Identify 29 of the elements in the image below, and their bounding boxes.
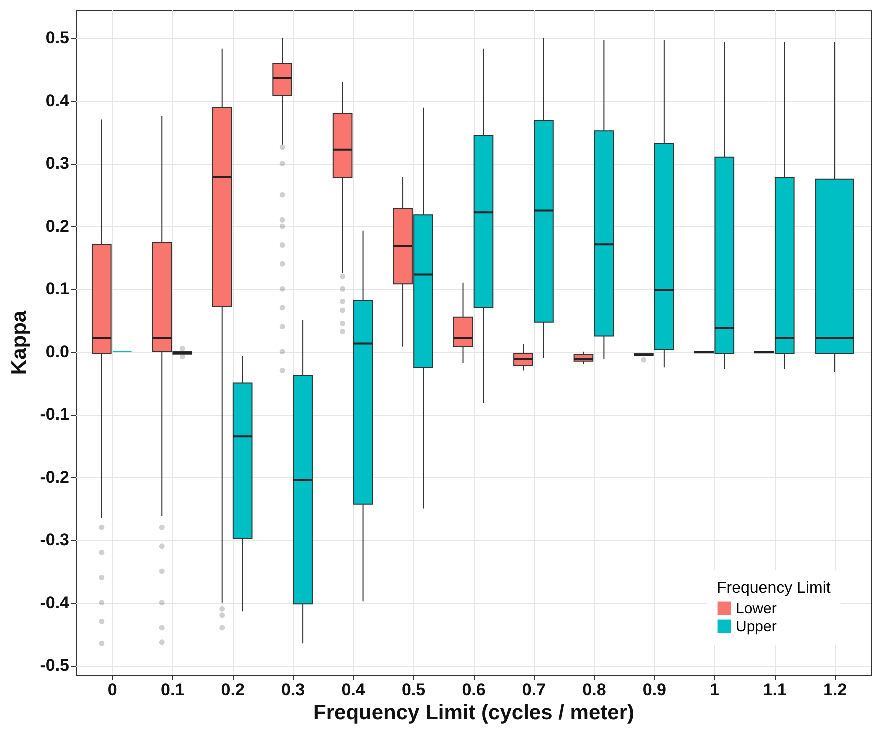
x-tick-label: 0.7 (522, 680, 546, 700)
x-tick-label: 1.2 (824, 680, 848, 700)
x-tick-label: 0.8 (582, 680, 606, 700)
x-tick-label: 1.1 (763, 680, 787, 700)
y-tick-label: 0.3 (46, 154, 70, 174)
legend-label: Lower (736, 600, 777, 618)
y-tick-label: 0.0 (46, 342, 70, 362)
x-tick-label: 0.2 (221, 680, 245, 700)
x-axis-title: Frequency Limit (cycles / meter) (314, 702, 634, 724)
x-tick-label: 0.6 (462, 680, 486, 700)
y-tick-label: -0.2 (40, 468, 70, 487)
x-tick-label: 0.1 (161, 680, 185, 700)
y-tick-label: -0.3 (40, 530, 70, 550)
x-tick-label: 0.3 (282, 680, 306, 700)
y-axis-title: Kappa (8, 310, 32, 376)
x-tick-label: 0.5 (402, 680, 426, 700)
y-tick-label: -0.5 (40, 656, 70, 676)
legend-title: Frequency Limit (717, 580, 832, 597)
y-tick-label: 0.4 (46, 91, 70, 110)
y-tick-label: -0.1 (40, 405, 70, 424)
y-tick-label: 0.1 (46, 280, 70, 299)
y-tick-label: 0.5 (46, 28, 70, 48)
x-tick-label: 0 (108, 680, 118, 700)
x-tick-label: 0.9 (642, 680, 666, 700)
y-tick-label: 0.2 (46, 216, 70, 236)
x-tick-label: 1 (710, 680, 720, 700)
x-tick-label: 0.4 (342, 680, 366, 700)
legend-label: Upper (736, 618, 777, 636)
y-tick-label: -0.4 (40, 593, 70, 612)
